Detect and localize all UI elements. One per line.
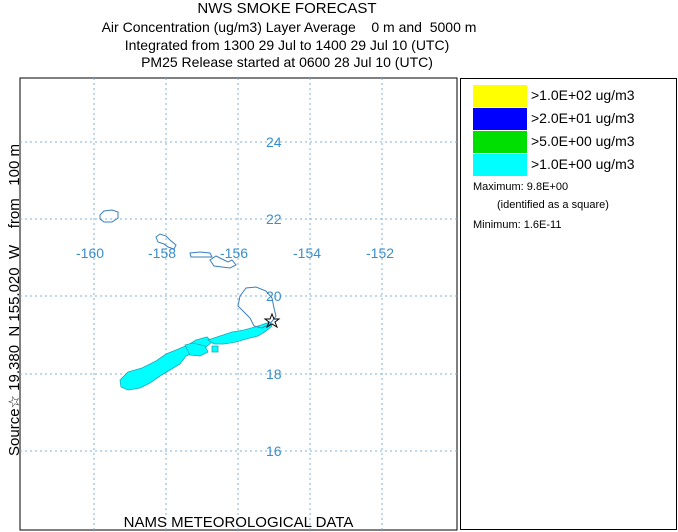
lat-label: 16	[266, 443, 282, 459]
lon-label: -160	[76, 245, 104, 261]
smoke-plume	[119, 321, 273, 391]
molokai-coast	[189, 251, 213, 258]
legend-panel: >1.0E+02 ug/m3 >2.0E+01 ug/m3 >5.0E+00 u…	[460, 78, 677, 530]
lon-label: -158	[148, 245, 176, 261]
lon-label: -152	[366, 245, 394, 261]
lon-label: -154	[293, 245, 321, 261]
lat-label: 22	[266, 211, 282, 227]
data-source-label: NAMS METEOROLOGICAL DATA	[123, 514, 354, 531]
minimum-value: Minimum: 1.6E-11	[473, 219, 562, 231]
subtitle-release: PM25 Release started at 0600 28 Jul 10 (…	[141, 54, 433, 70]
oahu-coast	[155, 233, 177, 250]
coastlines	[99, 209, 277, 329]
maui-coast	[209, 255, 237, 269]
legend-label: >1.0E+02 ug/m3	[531, 87, 635, 103]
legend-label: >1.0E+00 ug/m3	[531, 156, 635, 172]
maximum-value: Maximum: 9.8E+00	[473, 181, 569, 193]
page-title: NWS SMOKE FORECAST	[197, 0, 377, 17]
star-icon	[263, 312, 281, 329]
maximum-note: (identified as a square)	[497, 199, 609, 211]
legend-swatch	[473, 154, 527, 176]
lat-label: 18	[266, 366, 282, 382]
subtitle-integration: Integrated from 1300 29 Jul to 1400 29 J…	[124, 37, 450, 53]
legend-swatch	[473, 85, 527, 107]
subtitle-concentration: Air Concentration (ug/m3) Layer Average …	[101, 19, 477, 35]
legend-label: >5.0E+00 ug/m3	[531, 133, 635, 149]
big-island-coast	[237, 286, 277, 329]
lat-label: 24	[266, 134, 282, 150]
lat-label: 20	[266, 288, 282, 304]
legend-swatch	[473, 108, 527, 130]
lon-label: -156	[220, 245, 248, 261]
kauai-coast	[99, 209, 119, 223]
legend-label: >2.0E+01 ug/m3	[531, 110, 635, 126]
legend-swatch	[473, 131, 527, 153]
